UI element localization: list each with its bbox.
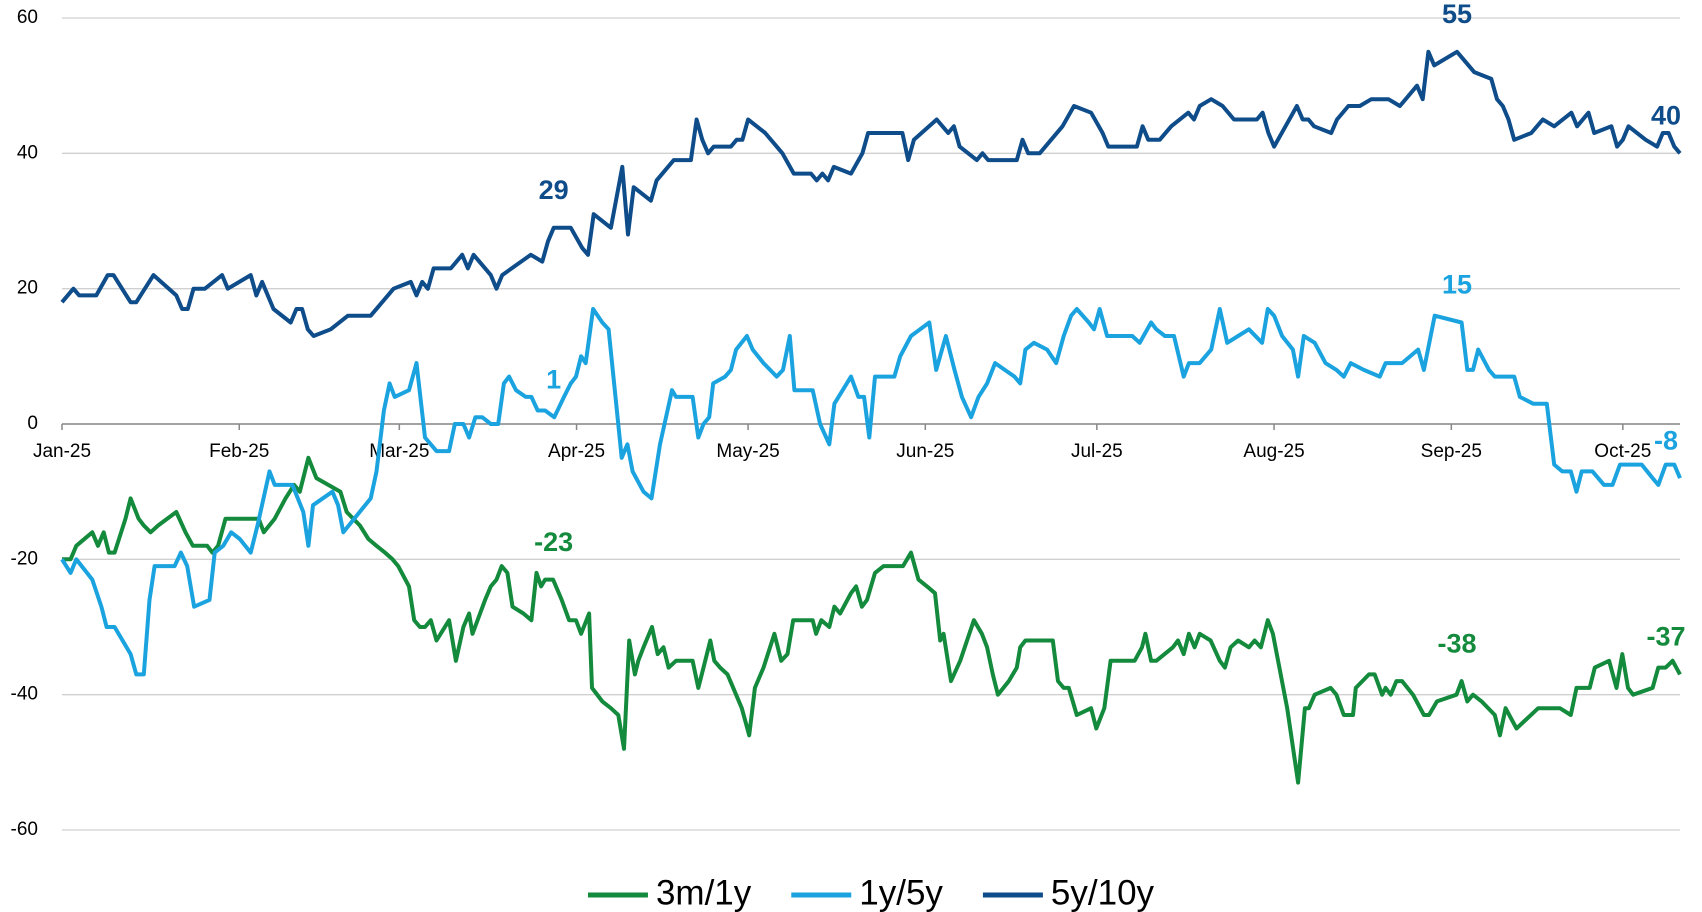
- legend-label: 1y/5y: [859, 873, 943, 912]
- legend-label: 5y/10y: [1051, 873, 1155, 912]
- series-line: [60, 307, 1682, 677]
- data-label: 15: [1442, 270, 1472, 300]
- data-label: -38: [1438, 628, 1477, 658]
- x-tick-label: Apr-25: [548, 441, 605, 462]
- x-tick-label: Feb-25: [209, 441, 269, 462]
- y-tick-label: -60: [11, 819, 38, 840]
- x-tick-label: Sep-25: [1421, 441, 1482, 462]
- x-tick-label: Jan-25: [33, 441, 91, 462]
- x-tick-label: Aug-25: [1243, 441, 1304, 462]
- x-tick-label: Mar-25: [369, 441, 429, 462]
- series-line: [60, 49, 1682, 338]
- y-tick-label: 0: [27, 413, 38, 434]
- data-label: 29: [539, 175, 569, 205]
- y-tick-label: -20: [11, 548, 38, 569]
- series-line: [62, 455, 1682, 785]
- x-tick-label: Jul-25: [1071, 441, 1123, 462]
- x-tick-label: May-25: [716, 441, 779, 462]
- y-tick-label: -40: [11, 684, 38, 705]
- data-label: 40: [1651, 100, 1681, 130]
- data-label: -8: [1654, 425, 1678, 455]
- y-tick-label: 20: [17, 278, 38, 299]
- data-label: -23: [534, 527, 573, 557]
- x-tick-label: Oct-25: [1594, 441, 1651, 462]
- x-tick-label: Jun-25: [896, 441, 954, 462]
- data-label: -37: [1646, 621, 1685, 651]
- data-label: 55: [1442, 0, 1472, 29]
- y-tick-label: 60: [17, 7, 38, 28]
- legend-label: 3m/1y: [656, 873, 752, 912]
- y-tick-label: 40: [17, 142, 38, 163]
- data-label: 1: [546, 364, 561, 394]
